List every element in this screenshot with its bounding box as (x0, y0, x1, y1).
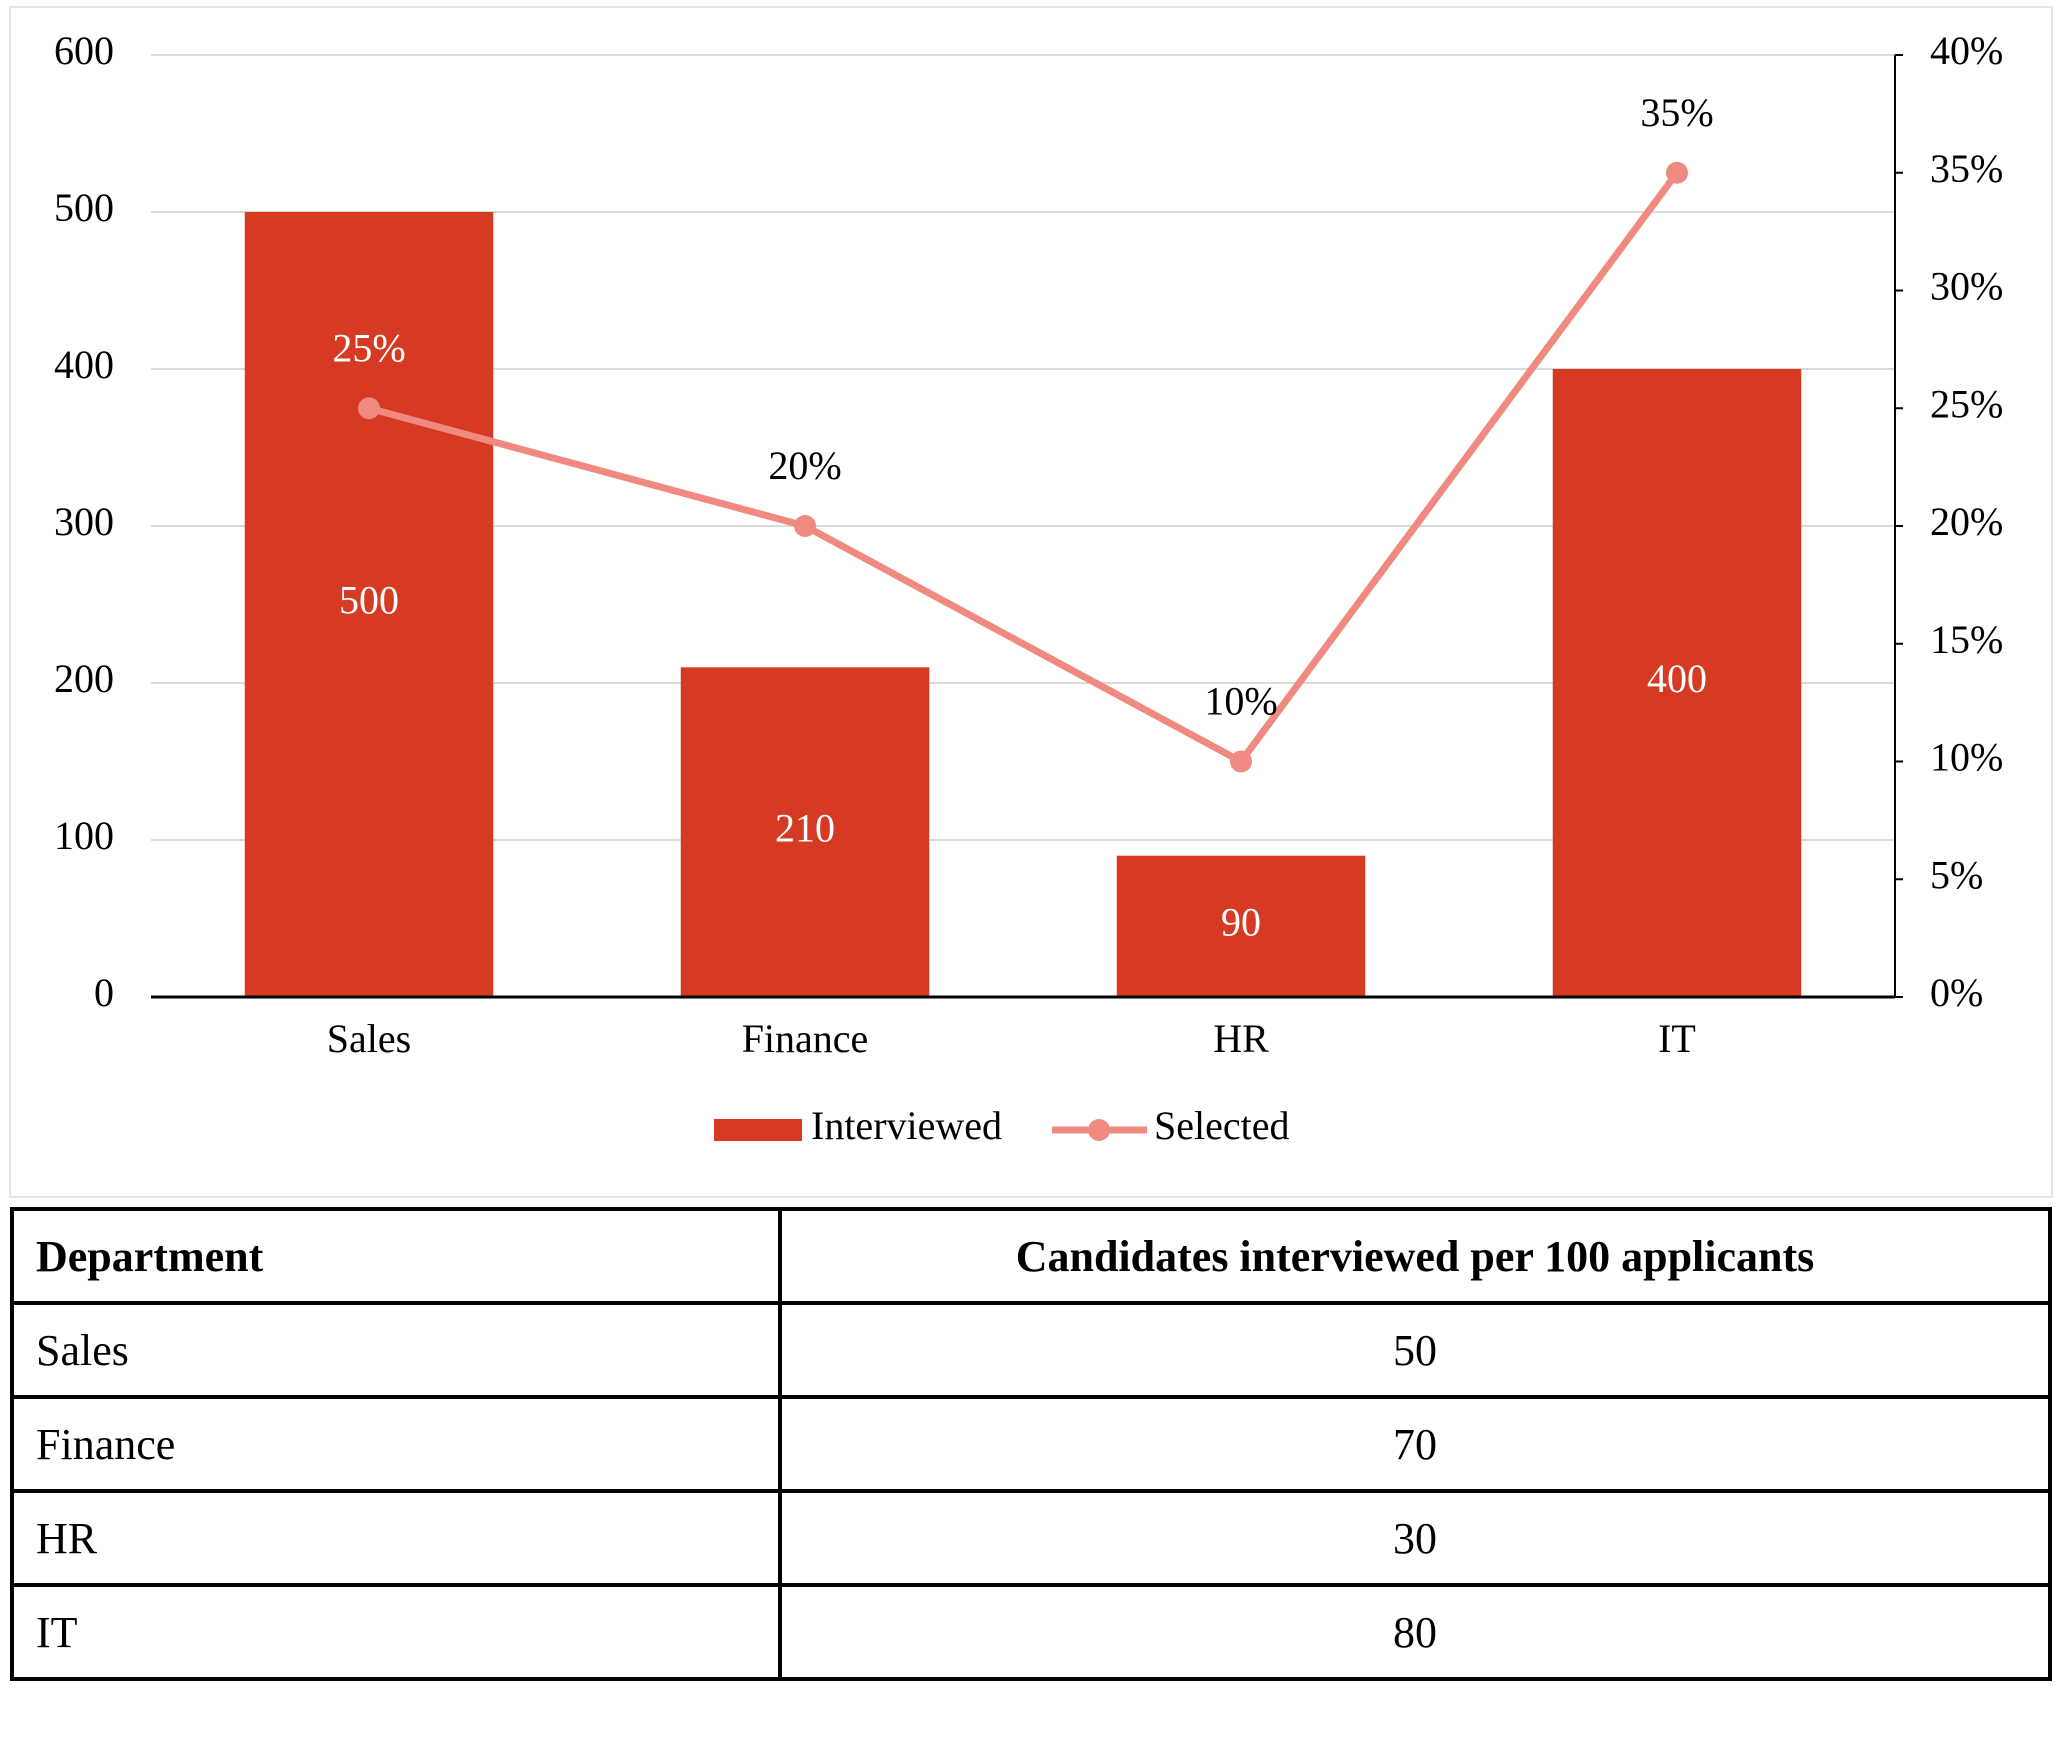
cell: HR (10, 1489, 782, 1587)
bar (244, 212, 494, 997)
line-label: 25% (332, 325, 405, 370)
y2-tick-label: 40% (1930, 28, 2003, 73)
line-point (1230, 750, 1252, 773)
table-header: Department Candidates interviewed per 10… (10, 1207, 2052, 1305)
y2-tick-label: 5% (1930, 852, 1983, 897)
x-tick-label: Sales (327, 1016, 411, 1061)
y-tick-label: 0 (94, 970, 114, 1015)
legend-label: Selected (1154, 1103, 1290, 1148)
cell: 70 (778, 1395, 2052, 1493)
y2-tick-label: 25% (1930, 381, 2003, 426)
line-label: 20% (768, 443, 841, 488)
bar (1552, 369, 1802, 997)
y2-tick-label: 30% (1930, 264, 2003, 309)
y-tick-label: 400 (54, 342, 114, 387)
legend-swatch (714, 1119, 802, 1141)
line-label: 10% (1204, 679, 1277, 724)
cell: 50 (778, 1301, 2052, 1399)
line-point (1666, 161, 1688, 184)
y-tick-label: 500 (54, 185, 114, 230)
table-row: HR 30 (10, 1489, 2052, 1587)
x-tick-label: Finance (742, 1016, 869, 1061)
table-row: IT 80 (10, 1583, 2052, 1681)
y2-tick-label: 0% (1930, 970, 1983, 1015)
bar-label: 400 (1647, 656, 1707, 701)
line (368, 170, 1680, 767)
y2-tick-label: 20% (1930, 499, 2003, 544)
y-tick-label: 300 (54, 499, 114, 544)
line-point (794, 515, 816, 537)
data-table: Department Candidates interviewed per 10… (10, 1207, 2052, 1681)
bar-label: 210 (775, 805, 835, 850)
header-cell: Department (10, 1207, 782, 1305)
line-label: 35% (1640, 90, 1713, 135)
table-row: Finance 70 (10, 1395, 2052, 1493)
chart-frame (9, 6, 2053, 1198)
y2-tick-label: 15% (1930, 617, 2003, 662)
cell: Sales (10, 1301, 782, 1399)
y2-tick-label: 10% (1930, 735, 2003, 780)
y-tick-label: 600 (54, 28, 114, 73)
cell: IT (10, 1583, 782, 1681)
bar (1116, 855, 1366, 997)
table-row: Sales 50 (10, 1301, 2052, 1399)
y2-tick-label: 35% (1930, 146, 2003, 191)
legend-swatch (1088, 1119, 1111, 1141)
line-point (358, 397, 380, 420)
legend-label: Interviewed (811, 1103, 1002, 1148)
y-tick-label: 100 (54, 813, 114, 858)
chart: 0 100 200 300 400 500 600 0% 5% 10% 15% 20% 25% 30% 35… (9, 6, 2053, 1198)
x-tick-label: IT (1658, 1016, 1696, 1061)
bar-label: 500 (339, 578, 399, 623)
cell: 30 (778, 1489, 2052, 1587)
header-cell: Candidates interviewed per 100 applicant… (778, 1207, 2052, 1305)
x-tick-label: HR (1213, 1016, 1269, 1061)
y-tick-label: 200 (54, 656, 114, 701)
cell: 80 (778, 1583, 2052, 1681)
cell: Finance (10, 1395, 782, 1493)
bar (680, 667, 930, 997)
bar-label: 90 (1221, 900, 1261, 945)
